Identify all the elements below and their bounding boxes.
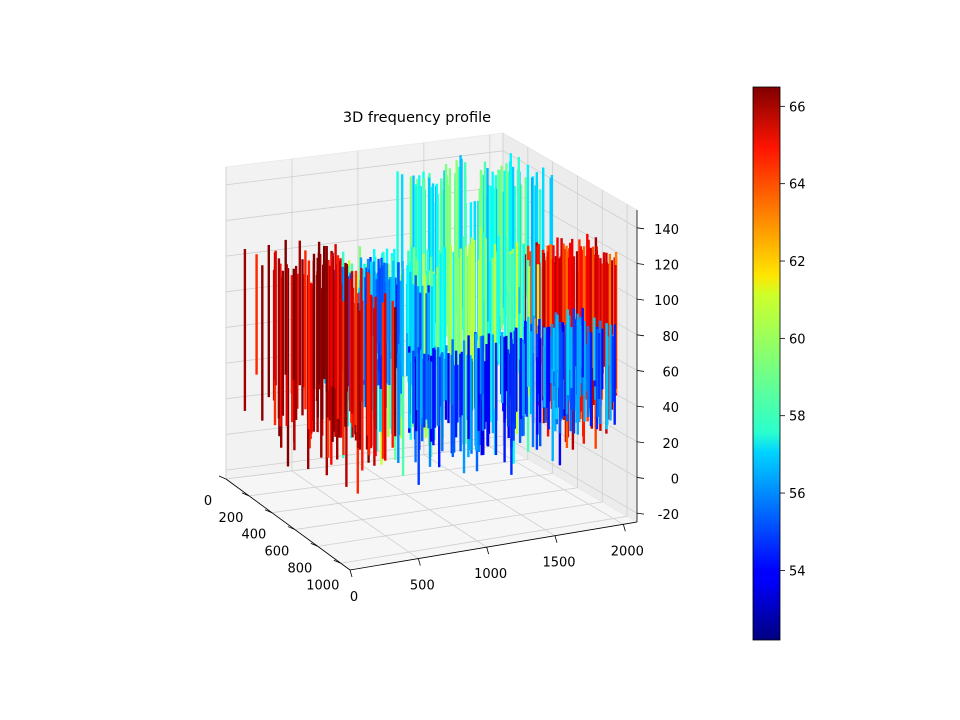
grid-z-side bbox=[502, 150, 638, 229]
grid-z-back bbox=[225, 150, 504, 186]
colorbar: 54 56 58 60 62 64 66 bbox=[752, 86, 806, 641]
grid-x-floor bbox=[340, 515, 628, 564]
chart-title: 3D frequency profile bbox=[343, 110, 491, 126]
z-tick-label: 20 bbox=[662, 437, 679, 452]
x-tick-label: 800 bbox=[287, 561, 312, 576]
y-tick-label: 500 bbox=[410, 579, 435, 594]
grid-z-back bbox=[225, 435, 504, 471]
z-tick-label: 100 bbox=[654, 294, 679, 309]
y-tick-label: 1500 bbox=[542, 556, 575, 571]
grid-x-floor bbox=[317, 501, 603, 547]
y-tick-mark bbox=[554, 535, 558, 543]
grid-z-side bbox=[502, 435, 638, 514]
x-tick-label: 200 bbox=[219, 511, 244, 526]
z-tick-mark bbox=[636, 405, 645, 408]
z-tick-mark bbox=[636, 441, 645, 444]
y-tick-mark bbox=[349, 569, 353, 578]
grid-y-floor bbox=[291, 470, 419, 559]
z-tick-mark bbox=[636, 298, 645, 301]
z-tick-label: 40 bbox=[662, 401, 679, 416]
x-tick-label: 400 bbox=[242, 528, 267, 543]
z-axis-ticks: -20 0 20 40 60 80 100 120 140 bbox=[636, 223, 679, 523]
y-tick-mark bbox=[622, 524, 626, 532]
colorbar-gradient bbox=[752, 86, 781, 641]
y-tick-label: 2000 bbox=[611, 544, 644, 559]
grid-x-floor bbox=[294, 487, 578, 530]
grid-y-floor bbox=[423, 454, 556, 537]
z-tick-mark bbox=[636, 477, 645, 479]
z-tick-label: 80 bbox=[662, 330, 679, 345]
z-tick-mark bbox=[636, 370, 645, 372]
axis-lines bbox=[225, 210, 638, 571]
z-tick-label: -20 bbox=[658, 508, 679, 523]
y-tick-label: 0 bbox=[350, 590, 358, 605]
x-tick-mark bbox=[241, 492, 250, 497]
x-tick-label: 0 bbox=[204, 494, 212, 509]
colorbar-tick-label: 64 bbox=[789, 178, 806, 193]
z-tick-label: 60 bbox=[662, 365, 679, 380]
z-tick-label: 120 bbox=[654, 258, 679, 273]
x-tick-mark bbox=[310, 543, 319, 547]
colorbar-tick-label: 60 bbox=[789, 332, 806, 347]
colorbar-tick-label: 54 bbox=[789, 564, 806, 579]
x-tick-mark bbox=[218, 475, 227, 480]
z-tick-label: 140 bbox=[654, 223, 679, 238]
grid-x-floor bbox=[271, 473, 553, 514]
grid-x-floor bbox=[225, 444, 504, 480]
y-tick-label: 1000 bbox=[474, 567, 507, 582]
y-tick-mark bbox=[486, 547, 490, 555]
colorbar-tick-label: 66 bbox=[789, 100, 806, 115]
x-tick-mark bbox=[287, 526, 296, 530]
z-tick-label: 0 bbox=[671, 472, 679, 487]
colorbar-tick-label: 56 bbox=[789, 487, 806, 502]
x-tick-label: 1000 bbox=[306, 578, 339, 593]
colorbar-tick-label: 58 bbox=[789, 410, 806, 425]
z-tick-mark bbox=[636, 512, 645, 515]
x-tick-mark bbox=[333, 559, 341, 564]
z-tick-mark bbox=[636, 227, 645, 230]
y-tick-mark bbox=[417, 558, 421, 566]
grid-y-floor bbox=[357, 462, 487, 548]
colorbar-tick-label: 62 bbox=[789, 255, 806, 270]
z-tick-mark bbox=[636, 263, 645, 265]
y-axis-line bbox=[349, 521, 638, 571]
x-tick-label: 600 bbox=[264, 545, 289, 560]
surface-bars bbox=[243, 153, 618, 494]
z-tick-mark bbox=[636, 334, 645, 337]
y-axis-ticks: 0 500 1000 1500 2000 bbox=[349, 524, 644, 605]
grid-x-floor bbox=[248, 458, 528, 497]
colorbar-ticks: 54 56 58 60 62 64 66 bbox=[780, 100, 806, 579]
x-axis-line bbox=[225, 478, 351, 571]
x-tick-mark bbox=[264, 509, 273, 514]
